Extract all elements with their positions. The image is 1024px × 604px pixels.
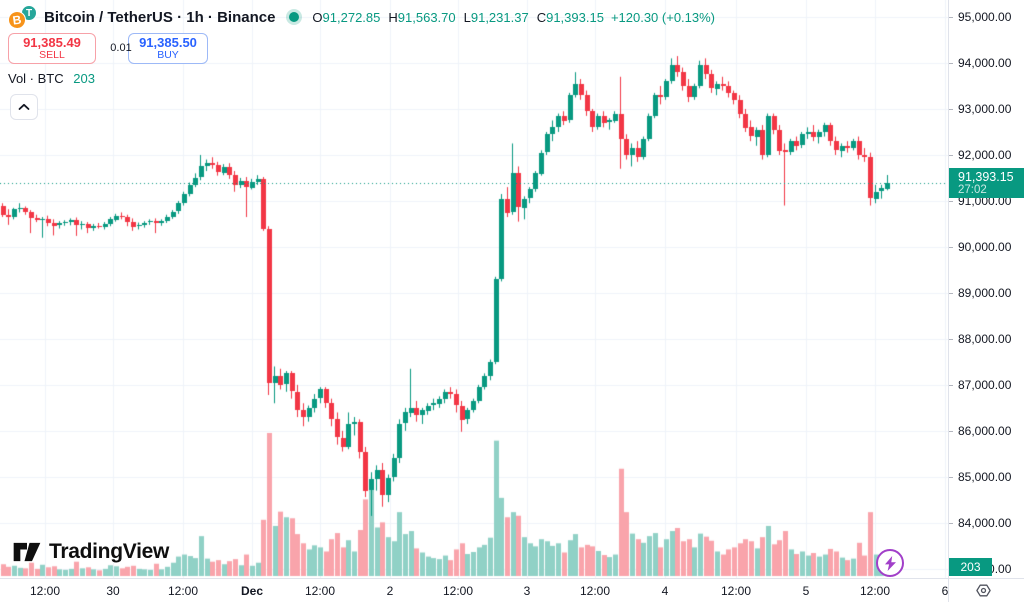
time-tick-label: 5 <box>802 584 810 598</box>
buy-button[interactable]: 91,385.50 BUY <box>128 33 208 64</box>
time-tick-label: 3 <box>523 584 531 598</box>
price-tick-label: 94,000.00 <box>958 55 1012 70</box>
time-tick-label: 12:00 <box>442 584 474 598</box>
low-label: L <box>463 9 471 25</box>
price-tick-label: 93,000.00 <box>958 101 1012 116</box>
time-tick-label: 6 <box>941 584 949 598</box>
volume-badge: 203 <box>949 558 992 576</box>
price-tick-dash <box>949 201 953 202</box>
chevron-up-icon <box>18 103 30 110</box>
last-price-value: 91,393.15 <box>958 169 1014 184</box>
close-value: 91,393.15 <box>546 9 604 25</box>
tradingview-logo-text: TradingView <box>49 540 170 563</box>
time-tick-label: 4 <box>661 584 669 598</box>
low-value: 91,231.37 <box>470 9 529 25</box>
price-tick-dash <box>949 431 953 432</box>
axis-settings-button[interactable] <box>975 582 992 604</box>
price-tick-dash <box>949 155 953 156</box>
time-tick-label: 12:00 <box>859 584 891 598</box>
price-tick-dash <box>949 63 953 64</box>
chart-header: T B Bitcoin / TetherUS · 1h · Binance O … <box>6 5 715 31</box>
price-tick-dash <box>949 477 953 478</box>
order-panel: 91,385.49 SELL 0.01 91,385.50 BUY <box>8 33 208 64</box>
open-value: 91,272.85 <box>322 9 381 25</box>
volume-legend[interactable]: Vol · BTC 203 <box>8 71 95 86</box>
price-tick-label: 86,000.00 <box>958 423 1012 438</box>
lightning-bolt-icon <box>884 555 896 571</box>
volume-legend-value: 203 <box>73 71 95 86</box>
high-label: H <box>388 9 398 25</box>
open-label: O <box>312 9 323 25</box>
market-status-dot-icon[interactable] <box>289 12 300 22</box>
volume-legend-label: Vol · BTC <box>8 71 64 86</box>
buy-label: BUY <box>157 48 179 61</box>
time-tick-label: Dec <box>240 584 264 598</box>
ohlc-values: O 91,272.85 H 91,563.70 L 91,231.37 C 91… <box>312 10 715 25</box>
collapse-legend-button[interactable] <box>10 94 38 120</box>
price-tick-dash <box>949 17 953 18</box>
price-tick-label: 87,000.00 <box>958 377 1012 392</box>
price-tick-dash <box>949 247 953 248</box>
price-tick-dash <box>949 339 953 340</box>
sell-button[interactable]: 91,385.49 SELL <box>8 33 96 64</box>
time-tick-label: 12:00 <box>579 584 611 598</box>
sell-price: 91,385.49 <box>23 34 81 50</box>
axis-corner <box>948 578 1024 602</box>
price-tick-dash <box>949 293 953 294</box>
price-tick-label: 85,000.00 <box>958 469 1012 484</box>
close-label: C <box>536 9 547 25</box>
time-axis[interactable]: 12:00 30 12:00 Dec 12:00 2 12:00 3 12:00 4 12:00 5 1… <box>0 578 948 603</box>
bar-countdown: 27:02 <box>958 183 987 196</box>
spread-value: 0.01 <box>110 42 132 54</box>
pair-logo: T B <box>6 5 38 31</box>
time-tick-label: 2 <box>386 584 394 598</box>
price-axis[interactable]: 91,393.15 27:02 203 95,000.00 94,000.00 93… <box>948 0 1024 602</box>
high-value: 91,563.70 <box>397 9 456 25</box>
symbol-title[interactable]: Bitcoin / TetherUS · 1h · Binance <box>44 8 276 26</box>
price-tick-dash <box>949 385 953 386</box>
tradingview-mark-icon <box>13 542 41 562</box>
last-price-badge: 91,393.15 27:02 <box>949 168 1024 198</box>
buy-price: 91,385.50 <box>139 34 197 50</box>
price-tick-label: 88,000.00 <box>958 331 1012 346</box>
price-tick-label: 89,000.00 <box>958 285 1012 300</box>
time-tick-label: 12:00 <box>29 584 61 598</box>
flash-trade-button[interactable] <box>876 549 904 577</box>
time-tick-label: 30 <box>106 584 120 598</box>
price-tick-label: 92,000.00 <box>958 147 1012 162</box>
time-tick-label: 12:00 <box>304 584 336 598</box>
price-tick-dash <box>949 523 953 524</box>
candlestick-chart-canvas[interactable] <box>0 0 948 578</box>
price-tick-label: 95,000.00 <box>958 10 1012 24</box>
price-tick-label: 84,000.00 <box>958 515 1012 530</box>
time-tick-label: 12:00 <box>720 584 752 598</box>
time-tick-label: 12:00 <box>167 584 199 598</box>
price-tick-dash <box>949 109 953 110</box>
tradingview-logo[interactable]: TradingView <box>12 540 169 564</box>
change-value: +120.30 (+0.13%) <box>610 9 716 25</box>
gear-icon <box>976 584 991 597</box>
sell-label: SELL <box>39 48 65 61</box>
price-tick-label: 90,000.00 <box>958 239 1012 254</box>
